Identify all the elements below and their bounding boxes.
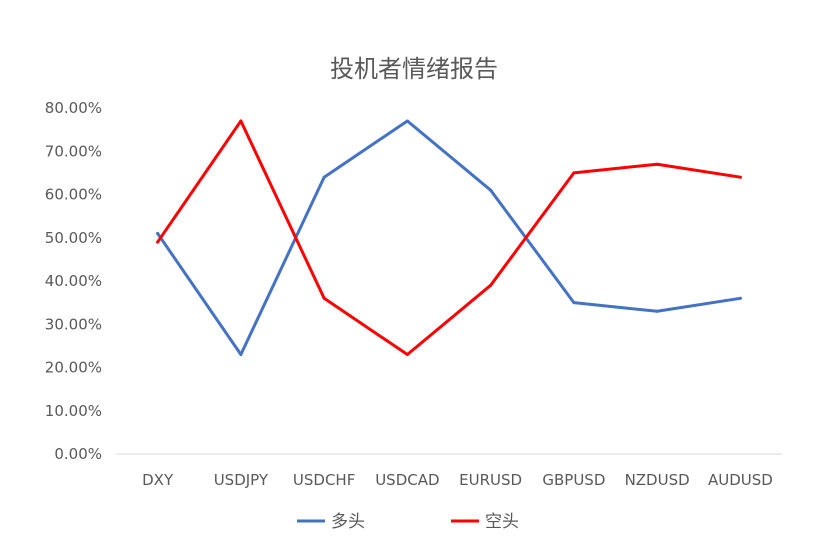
- chart-title: 投机者情绪报告: [330, 55, 498, 83]
- x-tick-label: USDJPY: [214, 471, 269, 489]
- series-group: [156, 119, 742, 357]
- legend-item: 多头: [297, 512, 365, 532]
- legend-label: 空头: [485, 512, 519, 532]
- x-tick-label: NZDUSD: [625, 471, 690, 489]
- data-point: [156, 231, 160, 235]
- y-tick-label: 10.00%: [45, 402, 102, 420]
- x-tick-label: USDCHF: [293, 471, 355, 489]
- legend-label: 多头: [331, 512, 365, 532]
- y-tick-label: 70.00%: [45, 142, 102, 160]
- data-point: [405, 119, 409, 123]
- gridlines: [116, 453, 782, 455]
- data-point: [572, 171, 576, 175]
- series-line: [156, 119, 742, 357]
- data-point: [239, 119, 243, 123]
- x-tick-label: EURUSD: [459, 471, 522, 489]
- series-group: [156, 119, 742, 357]
- y-tick-label: 40.00%: [45, 272, 102, 290]
- x-tick-label: AUDUSD: [708, 471, 773, 489]
- data-point: [655, 309, 659, 313]
- y-tick-label: 60.00%: [45, 186, 102, 204]
- y-tick-label: 50.00%: [45, 229, 102, 247]
- y-tick-label: 30.00%: [45, 315, 102, 333]
- data-point: [489, 188, 493, 192]
- x-axis-ticks: DXY USDJPY USDCHF USDCAD EURUSD GBPUSD NZDUSD A…: [142, 471, 773, 489]
- data-point: [738, 175, 742, 179]
- x-tick-label: GBPUSD: [542, 471, 605, 489]
- data-point: [322, 296, 326, 300]
- x-tick-label: USDCAD: [375, 471, 439, 489]
- data-point: [322, 175, 326, 179]
- data-point: [572, 301, 576, 305]
- y-tick-label: 0.00%: [54, 445, 102, 463]
- y-axis-ticks: 0.00% 10.00% 20.00% 30.00% 40.00% 50.00% 60.00…: [45, 99, 102, 463]
- data-point: [655, 162, 659, 166]
- y-tick-label: 80.00%: [45, 99, 102, 117]
- data-point: [738, 296, 742, 300]
- data-point: [405, 353, 409, 357]
- x-tick-label: DXY: [142, 471, 174, 489]
- series-lines: [156, 119, 742, 357]
- legend: 多头 空头: [297, 512, 519, 532]
- data-point: [156, 240, 160, 244]
- legend-item: 空头: [451, 512, 519, 532]
- data-point: [239, 353, 243, 357]
- data-point: [489, 283, 493, 287]
- series-line: [156, 119, 742, 357]
- y-tick-label: 20.00%: [45, 359, 102, 377]
